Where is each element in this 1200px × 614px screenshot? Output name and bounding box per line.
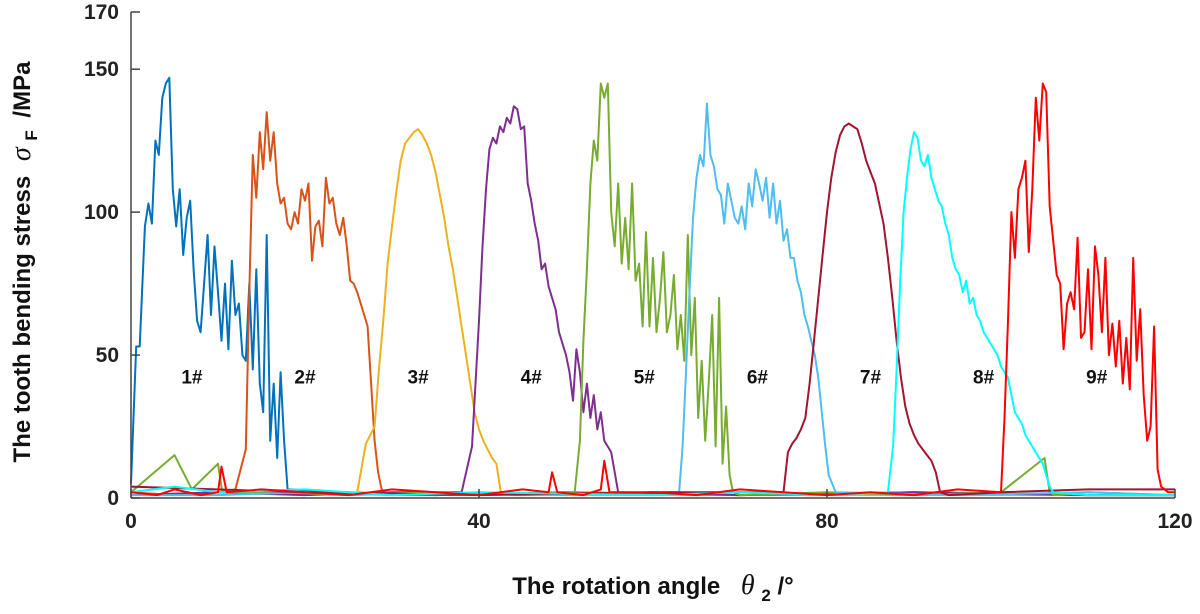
series-line-6: [131, 102, 1176, 497]
y-tick-label: 150: [84, 58, 119, 81]
series-line-1: [130, 76, 1175, 497]
x-tick-label: 120: [1157, 510, 1192, 533]
x-tick-label: 40: [467, 510, 490, 533]
x-axis-title: The rotation angle θ 2 /°: [512, 570, 794, 607]
series-line-8: [130, 131, 1175, 497]
x-axis-unit: /°: [778, 573, 794, 600]
series-line-9: [130, 82, 1175, 497]
series-line-5: [130, 82, 1176, 497]
tooth-label-2: 2#: [294, 368, 316, 389]
x-tick-label: 80: [815, 510, 838, 533]
tooth-label-8: 8#: [973, 368, 995, 389]
tooth-label-6: 6#: [747, 368, 769, 389]
x-axis-symbol: θ: [741, 570, 755, 601]
tooth-label-1: 1#: [181, 368, 203, 389]
y-axis-title: The tooth bending stress σ F /MPa: [6, 61, 43, 463]
tooth-label-7: 7#: [860, 368, 882, 389]
y-tick-label: 50: [96, 344, 119, 367]
series-line-4: [130, 105, 1175, 497]
x-axis-title-prefix: The rotation angle: [512, 573, 720, 600]
series-line-7: [130, 122, 1175, 497]
tooth-label-5: 5#: [634, 368, 656, 389]
x-axis-subscript: 2: [761, 586, 770, 605]
y-axis-unit: /MPa: [9, 61, 36, 118]
y-tick-label: 0: [107, 487, 119, 510]
tooth-label-3: 3#: [408, 368, 430, 389]
tooth-label-4: 4#: [521, 368, 543, 389]
series-line-2: [130, 111, 1175, 497]
y-tick-label: 170: [84, 1, 119, 24]
axes-layer: 0 50 100 150 170 0 40 80 120: [84, 1, 1193, 533]
y-axis-symbol: σ: [6, 146, 37, 161]
tooth-labels: 1# 2# 3# 4# 5# 6# 7# 8# 9#: [181, 368, 1107, 389]
series-line-3: [130, 128, 1175, 497]
y-axis-subscript: F: [22, 130, 41, 140]
tooth-label-9: 9#: [1086, 368, 1108, 389]
x-tick-label: 0: [125, 510, 137, 533]
y-tick-label: 100: [84, 201, 119, 224]
series-layer: [130, 76, 1176, 497]
y-axis-title-prefix: The tooth bending stress: [9, 176, 36, 463]
